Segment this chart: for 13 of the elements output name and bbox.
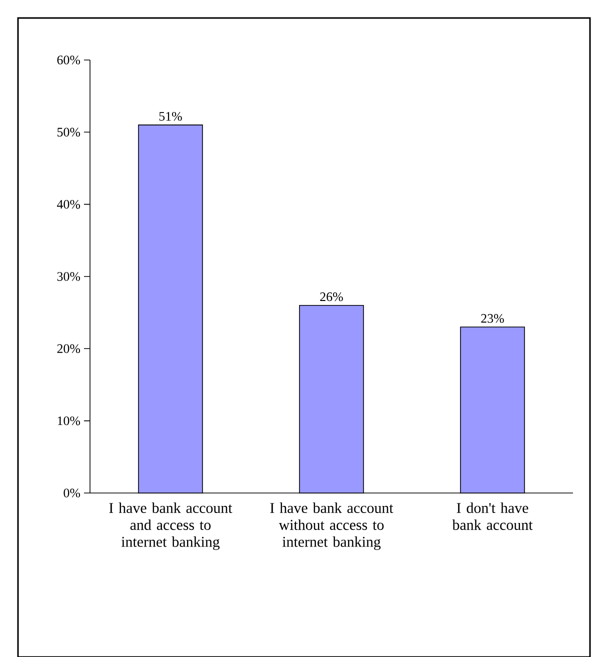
y-tick-label: 30% xyxy=(57,272,80,281)
x-tick-label: I have bank account without access to internet banking xyxy=(270,502,394,550)
x-tick-label: I don't have bank account xyxy=(452,502,533,530)
y-tick-label: 40% xyxy=(56,200,80,209)
data-label: 23% xyxy=(481,314,504,323)
data-label: 51% xyxy=(159,112,182,121)
data-label: 26% xyxy=(320,292,343,302)
y-tick-label: 0% xyxy=(64,488,80,498)
y-tick-label: 60% xyxy=(57,56,80,64)
x-tick-label: I have bank account and access to internet banking xyxy=(109,502,232,550)
y-tick-label: 20% xyxy=(57,344,80,354)
y-tick-label: 10% xyxy=(58,416,80,426)
y-tick-label: 50% xyxy=(57,128,80,137)
